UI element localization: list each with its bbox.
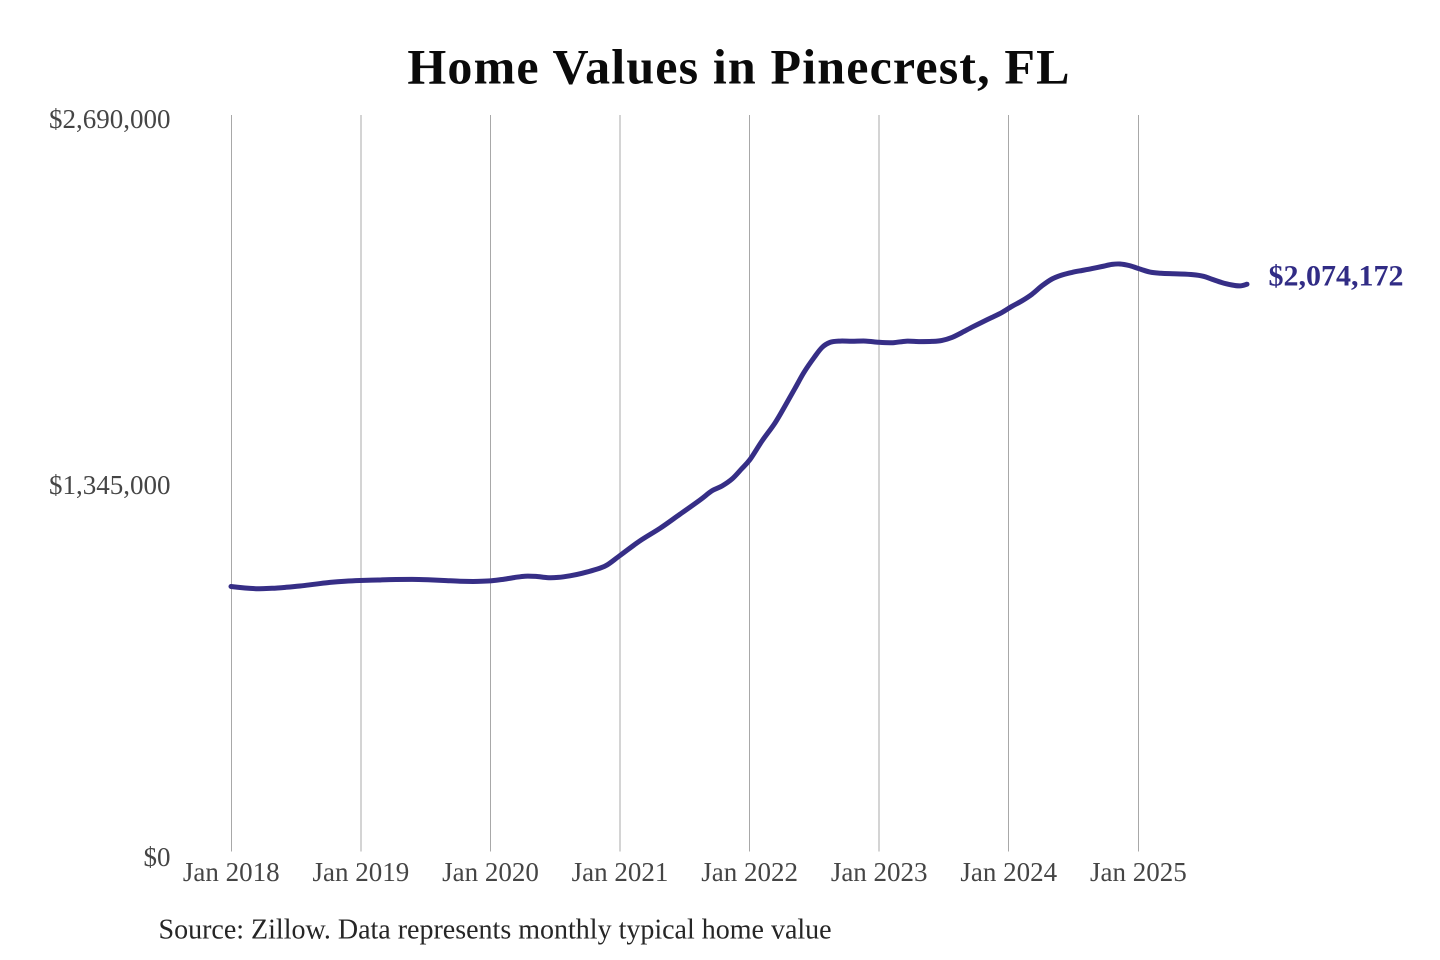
svg-text:$1,345,000: $1,345,000 (49, 470, 171, 500)
svg-text:Jan 2020: Jan 2020 (442, 857, 539, 887)
svg-text:Jan 2025: Jan 2025 (1090, 857, 1187, 887)
svg-text:Jan 2024: Jan 2024 (960, 857, 1057, 887)
svg-text:Jan 2018: Jan 2018 (183, 857, 280, 887)
svg-text:$2,690,000: $2,690,000 (49, 104, 171, 134)
svg-text:Jan 2019: Jan 2019 (313, 857, 410, 887)
svg-text:Jan 2023: Jan 2023 (831, 857, 928, 887)
svg-text:Jan 2022: Jan 2022 (701, 857, 798, 887)
svg-text:$0: $0 (144, 842, 171, 872)
svg-text:Home Values in Pinecrest, FL: Home Values in Pinecrest, FL (407, 39, 1070, 95)
svg-text:Source: Zillow. Data represent: Source: Zillow. Data represents monthly … (159, 915, 832, 946)
svg-text:Jan 2021: Jan 2021 (572, 857, 669, 887)
svg-text:$2,074,172: $2,074,172 (1269, 260, 1404, 293)
